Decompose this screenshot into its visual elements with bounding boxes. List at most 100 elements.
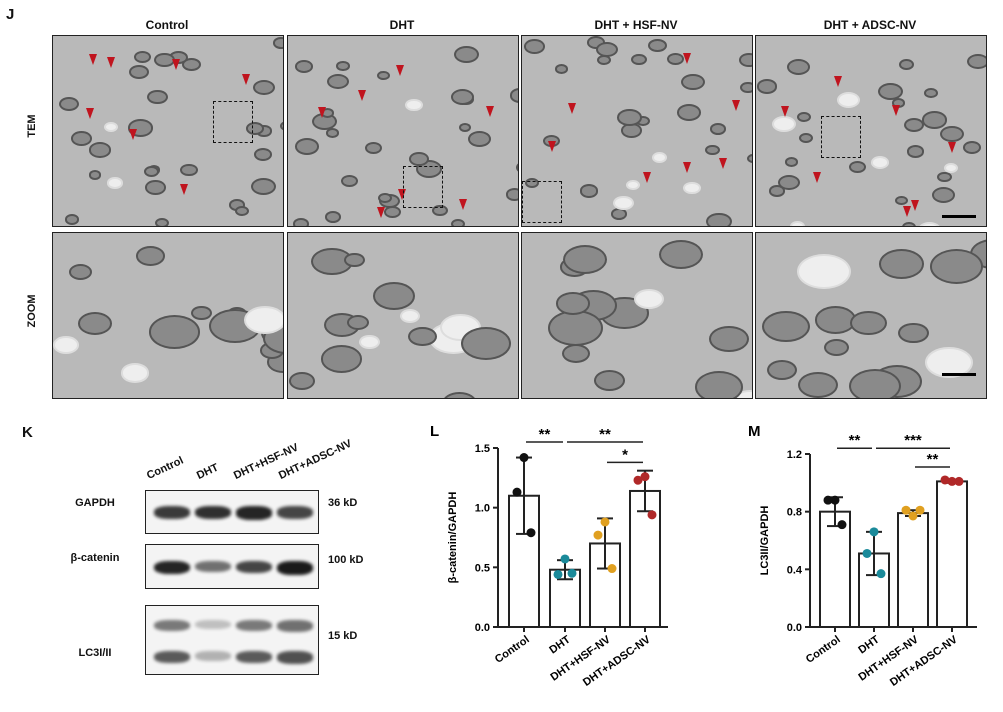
- organelle: [925, 347, 973, 379]
- organelle: [907, 145, 925, 158]
- col-title-hsf: DHT + HSF-NV: [594, 18, 678, 32]
- tem-image-dht-adsc-nv: [755, 35, 987, 227]
- data-point: [830, 495, 840, 505]
- organelle: [796, 253, 852, 289]
- y-tick-label: 0.0: [475, 622, 490, 634]
- organelle: [295, 60, 313, 73]
- organelle: [336, 61, 350, 72]
- organelle: [245, 121, 265, 135]
- bar-DHT: [858, 552, 890, 628]
- zoom-region-box: [522, 181, 562, 223]
- organelle: [937, 171, 953, 183]
- blot-band: [154, 620, 190, 632]
- organelle: [631, 53, 647, 65]
- organelle: [70, 130, 93, 146]
- organelle: [786, 58, 811, 75]
- blot-band: [195, 620, 231, 630]
- organelle: [377, 70, 390, 81]
- organelle: [595, 41, 619, 58]
- organelle: [89, 142, 111, 158]
- organelle: [676, 103, 702, 121]
- blot-band: [195, 560, 231, 573]
- significance-label: *: [622, 446, 628, 463]
- organelle: [365, 141, 382, 154]
- organelle: [756, 79, 778, 94]
- organelle: [104, 121, 119, 132]
- panel-label: L: [430, 423, 439, 440]
- organelle: [709, 325, 750, 352]
- organelle: [740, 81, 752, 93]
- panel-j-label: J: [6, 6, 15, 23]
- data-point: [823, 495, 833, 505]
- x-tick-label: Control: [493, 634, 532, 666]
- x-tick-label: DHT+ADSC-NV: [888, 633, 960, 689]
- organelle: [133, 51, 151, 64]
- data-point: [908, 511, 918, 521]
- red-arrowhead-icon: [683, 161, 692, 173]
- red-arrowhead-icon: [318, 107, 327, 119]
- bar-DHT: [549, 568, 581, 628]
- panel-k-label: K: [22, 424, 33, 441]
- red-arrowhead-icon: [567, 103, 576, 115]
- organelle: [253, 79, 275, 95]
- organelle: [148, 315, 200, 349]
- blot-band: [236, 560, 272, 574]
- organelle: [143, 166, 159, 178]
- organelle: [556, 292, 590, 315]
- organelle: [705, 144, 720, 156]
- organelle: [253, 147, 273, 161]
- panel-label: M: [748, 423, 761, 440]
- organelle: [292, 218, 310, 226]
- red-arrowhead-icon: [643, 172, 651, 184]
- y-axis-label: LC3II/GAPDH: [759, 506, 771, 576]
- organelle: [320, 345, 362, 373]
- organelle: [324, 210, 342, 223]
- red-arrowhead-icon: [397, 189, 406, 201]
- organelle: [155, 217, 169, 226]
- blot-band: [277, 560, 313, 575]
- data-point: [947, 476, 957, 486]
- organelle: [613, 195, 635, 211]
- organelle: [705, 212, 732, 226]
- red-arrowhead-icon: [812, 171, 821, 183]
- col-title-control: Control: [145, 18, 189, 32]
- blot-band: [236, 620, 272, 632]
- organelle: [191, 305, 213, 321]
- tem-image-dht-hsf-nv: [521, 35, 753, 227]
- red-arrowhead-icon: [357, 89, 366, 101]
- organelle: [509, 88, 518, 103]
- organelle: [288, 371, 315, 390]
- organelle: [135, 245, 166, 266]
- blot-band: [236, 651, 272, 664]
- red-arrowhead-icon: [171, 59, 180, 71]
- scale-bar: [942, 215, 976, 218]
- x-tick-label: DHT: [547, 633, 573, 656]
- organelle: [347, 314, 370, 331]
- zoom-image-dht-adsc-nv: [755, 232, 987, 399]
- y-tick-label: 1.5: [475, 443, 490, 455]
- blot-band: [154, 506, 190, 520]
- organelle: [658, 240, 703, 270]
- organelle: [451, 218, 465, 226]
- data-point: [600, 517, 610, 527]
- blot-band: [195, 651, 231, 661]
- y-tick-label: 1.2: [787, 449, 802, 461]
- organelle: [902, 221, 916, 226]
- blot-band: [277, 651, 313, 664]
- organelle: [405, 98, 424, 112]
- organelle: [145, 180, 167, 195]
- organelle: [921, 111, 947, 129]
- organelle: [694, 370, 744, 398]
- bar-DHT+HSF-NV: [897, 512, 929, 629]
- organelle: [377, 192, 392, 204]
- significance-label: **: [539, 426, 551, 443]
- organelle: [784, 157, 798, 167]
- organelle: [878, 83, 904, 101]
- blot-band: [154, 560, 190, 575]
- organelle: [898, 322, 929, 344]
- organelle: [929, 248, 984, 284]
- organelle: [626, 179, 640, 190]
- data-point: [560, 554, 570, 564]
